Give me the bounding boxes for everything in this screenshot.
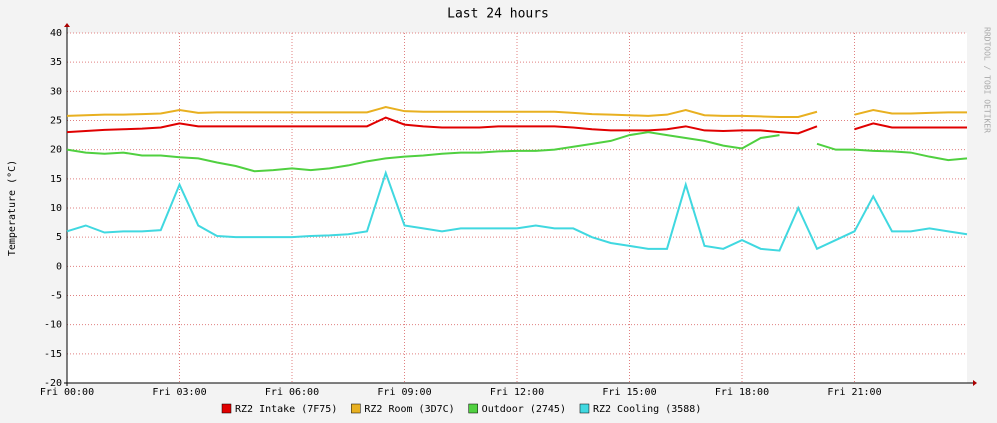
y-tick-label: 35	[50, 57, 62, 68]
chart-title: Last 24 hours	[447, 7, 549, 22]
x-tick-label: Fri 03:00	[152, 387, 206, 398]
y-tick-label: -15	[44, 349, 62, 360]
x-tick-label: Fri 00:00	[40, 387, 94, 398]
axis-arrow	[973, 380, 977, 386]
x-tick-label: Fri 06:00	[265, 387, 319, 398]
legend-label: Outdoor (2745)	[482, 404, 566, 415]
legend-swatch	[468, 403, 478, 414]
x-tick-label: Fri 21:00	[827, 387, 881, 398]
y-tick-label: -10	[44, 320, 62, 331]
legend-swatch	[351, 403, 361, 414]
y-tick-label: 15	[50, 174, 62, 185]
y-axis-label: Temperature (°C)	[7, 160, 18, 256]
x-tick-label: Fri 12:00	[490, 387, 544, 398]
watermark: RRDTOOL / TOBI OETIKER	[983, 27, 992, 133]
legend-swatch	[579, 403, 590, 414]
y-tick-label: 30	[50, 86, 62, 97]
x-tick-label: Fri 18:00	[715, 387, 769, 398]
y-tick-label: -5	[50, 291, 62, 302]
series-line	[66, 116, 967, 135]
legend-label: RZ2 Room (3D7C)	[364, 404, 454, 415]
y-tick-label: 40	[50, 28, 62, 39]
axis-arrow	[64, 23, 70, 27]
series-line	[66, 131, 968, 173]
x-tick-label: Fri 09:00	[377, 387, 431, 398]
y-tick-label: -20	[44, 378, 62, 389]
series-line	[66, 169, 968, 252]
legend-swatch	[221, 403, 232, 414]
series-line	[66, 106, 967, 118]
x-tick-label: Fri 15:00	[602, 387, 656, 398]
y-tick-label: 25	[50, 116, 62, 127]
y-tick-label: 20	[50, 145, 62, 156]
legend-label: RZ2 Cooling (3588)	[593, 404, 701, 415]
legend-label: RZ2 Intake (7F75)	[235, 404, 337, 415]
y-tick-label: 5	[56, 232, 62, 243]
y-tick-label: 0	[56, 261, 62, 272]
y-tick-label: 10	[50, 203, 62, 214]
